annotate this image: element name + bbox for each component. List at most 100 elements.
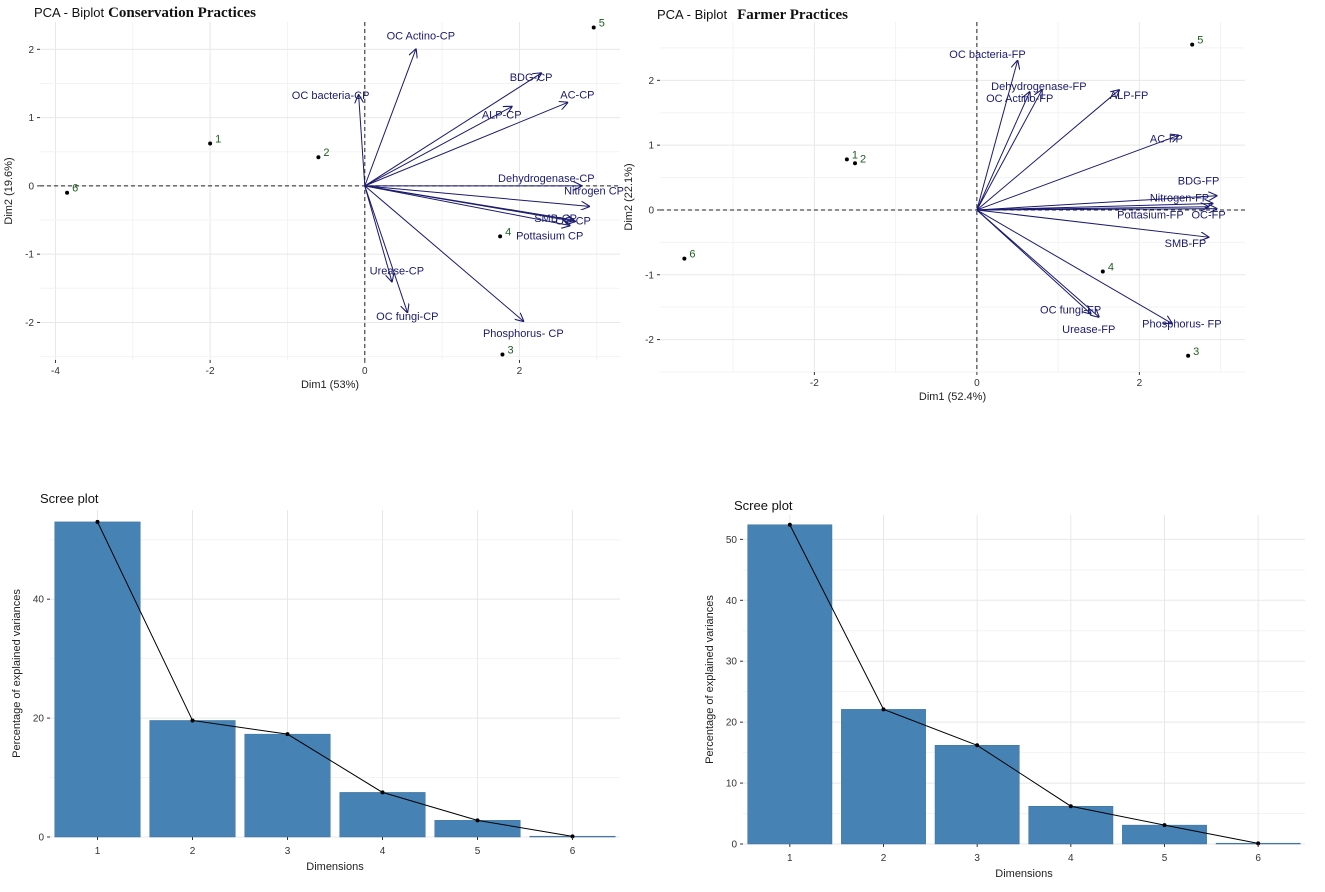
y-axis-label: Dim2 (19.6%) <box>3 157 15 224</box>
x-tick-label: 1 <box>95 846 101 857</box>
x-tick-label: -4 <box>51 366 60 377</box>
scree-svg: 1 2 3 4 5 6 0 20 40 Dimensions Percentage of expla… <box>11 510 620 873</box>
x-tick-label: 3 <box>285 846 291 857</box>
individual-label: 4 <box>1108 262 1114 274</box>
scree-title: Scree plot <box>734 498 793 513</box>
variable-label: Urease-FP <box>1062 324 1115 336</box>
variable-arrow <box>976 61 1018 211</box>
variance-point <box>787 522 792 527</box>
y-tick-label: 0 <box>731 840 737 851</box>
individual-point <box>500 352 505 357</box>
individual-point <box>1186 353 1191 358</box>
variable-label: OC fungi-FP <box>1040 305 1101 317</box>
variable-arrow <box>976 135 1179 211</box>
variable-label: Nitrogen CP <box>564 185 624 197</box>
variable-arrow <box>364 185 589 206</box>
biplot-title-main: Conservation Practices <box>108 5 256 21</box>
x-tick-label: 4 <box>380 846 386 857</box>
x-tick-label: 6 <box>1255 853 1261 864</box>
y-tick-label: 40 <box>33 595 45 606</box>
individual-point <box>1100 269 1105 274</box>
y-tick-label: 2 <box>28 45 34 56</box>
y-tick-label: 50 <box>726 535 738 546</box>
y-tick-label: 1 <box>648 141 654 152</box>
variance-bar <box>149 720 236 838</box>
variable-label: ALP-FP <box>1110 90 1149 102</box>
x-axis-label: Dim1 (53%) <box>301 379 359 391</box>
variable-label: BDG-CP <box>510 72 553 84</box>
variable-arrow <box>976 90 1042 211</box>
variance-line <box>97 521 573 837</box>
y-tick-label: 40 <box>726 596 738 607</box>
variable-arrow <box>976 203 1213 211</box>
individual-point <box>853 161 857 166</box>
individual-label: 5 <box>599 17 605 29</box>
variable-label: Phosphorus- CP <box>483 328 564 340</box>
y-tick-label: -1 <box>25 250 34 261</box>
individual-point <box>1190 42 1195 47</box>
biplot-title-prefix: PCA - Biplot <box>657 7 728 22</box>
variable-arrow <box>976 92 1030 211</box>
individual-point <box>65 190 70 195</box>
variable-label: OC Actino-CP <box>387 30 455 42</box>
x-tick-label: 2 <box>881 853 887 864</box>
y-tick-label: 0 <box>28 181 34 192</box>
variable-label: SMB-CP <box>534 213 577 225</box>
variable-arrow <box>364 185 524 321</box>
x-tick-label: 2 <box>1137 378 1143 389</box>
variance-point <box>475 818 480 823</box>
x-axis-label: Dim1 (52.4%) <box>919 391 986 403</box>
variable-label: Urease-CP <box>370 265 424 277</box>
variable-label: BDG-FP <box>1178 176 1220 188</box>
variable-label: ALP-CP <box>482 110 522 122</box>
individual-point <box>844 157 849 162</box>
x-tick-label: -2 <box>206 366 215 377</box>
variable-arrow <box>976 209 1099 317</box>
variable-arrow <box>364 73 541 187</box>
x-tick-label: 3 <box>974 853 980 864</box>
x-tick-label: 0 <box>974 378 980 389</box>
variance-bar <box>244 733 331 838</box>
individual-label: 5 <box>1197 35 1203 47</box>
variable-label: OC-FP <box>1191 210 1225 222</box>
individual-label: 1 <box>852 149 858 161</box>
variable-label: Dehydrogenase-FP <box>991 81 1086 93</box>
variance-point <box>1162 823 1167 828</box>
variance-point <box>190 718 195 723</box>
variance-point <box>380 790 385 795</box>
individual-label: 6 <box>689 249 695 261</box>
y-tick-label: -1 <box>645 270 654 281</box>
biplot-title: PCA - Biplot Conservation Practices <box>34 4 256 22</box>
variance-bar <box>1122 824 1207 845</box>
biplot-title-main: Farmer Practices <box>737 7 848 23</box>
biplot-title-prefix: PCA - Biplot <box>34 5 105 20</box>
variable-label: Dehydrogenase-CP <box>498 173 595 185</box>
individual-point <box>591 25 596 30</box>
variable-label: Phosphorus- FP <box>1142 318 1221 330</box>
x-tick-label: -2 <box>810 378 819 389</box>
individual-point <box>208 141 213 146</box>
x-tick-label: 2 <box>190 846 196 857</box>
individual-label: 4 <box>505 226 511 238</box>
x-tick-label: 4 <box>1068 853 1074 864</box>
variable-label: AC-FP <box>1150 133 1183 145</box>
variable-arrow <box>364 107 512 187</box>
variable-arrow <box>976 209 1209 237</box>
variance-bar <box>934 745 1020 845</box>
variable-arrow <box>976 209 1172 323</box>
variance-bar <box>54 521 141 838</box>
y-tick-label: 20 <box>33 714 45 725</box>
variable-arrow <box>364 185 408 312</box>
y-tick-label: 0 <box>648 205 654 216</box>
variable-label: Pottasium-FP <box>1117 210 1184 222</box>
variable-arrow <box>364 185 575 222</box>
variable-label: SMB-FP <box>1165 238 1207 250</box>
scree-title: Scree plot <box>40 491 99 506</box>
variable-label: OC Actino-FP <box>986 93 1053 105</box>
scree-plot-conservation: Scree plot 1 2 3 4 5 6 0 20 40 Dimensions Percenta… <box>0 470 640 892</box>
y-tick-label: -2 <box>25 318 34 329</box>
individual-label: 3 <box>507 345 513 357</box>
y-tick-label: 30 <box>726 657 738 668</box>
y-tick-label: 2 <box>648 76 654 87</box>
